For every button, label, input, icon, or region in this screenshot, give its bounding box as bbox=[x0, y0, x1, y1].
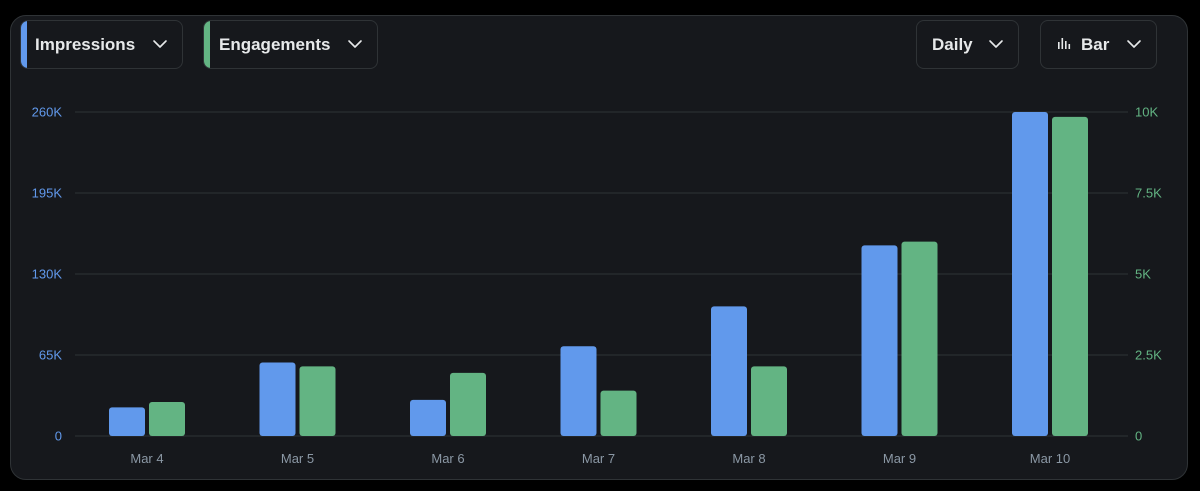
engagements-bar[interactable] bbox=[751, 366, 787, 436]
x-tick-label: Mar 6 bbox=[431, 451, 464, 466]
bar-chart-icon bbox=[1057, 35, 1071, 55]
chart-card bbox=[10, 15, 1188, 480]
x-tick-label: Mar 10 bbox=[1030, 451, 1070, 466]
impressions-bar[interactable] bbox=[109, 407, 145, 436]
x-tick-label: Mar 5 bbox=[281, 451, 314, 466]
grid-lines bbox=[75, 111, 1128, 437]
y-left-tick-label: 65K bbox=[39, 348, 62, 363]
engagements-bar[interactable] bbox=[149, 401, 185, 436]
chevron-down-icon bbox=[988, 36, 1004, 57]
y-left-tick-label: 195K bbox=[32, 186, 63, 201]
y-right-tick-label: 10K bbox=[1135, 105, 1158, 120]
impressions-metric-dropdown[interactable]: Impressions bbox=[20, 20, 183, 69]
engagements-bar[interactable] bbox=[600, 390, 637, 436]
y-right-tick-label: 5K bbox=[1135, 267, 1151, 282]
engagements-color-indicator bbox=[204, 21, 210, 68]
chevron-down-icon bbox=[1126, 36, 1142, 57]
impressions-bar[interactable] bbox=[711, 306, 747, 436]
chart-type-dropdown-label: Bar bbox=[1081, 34, 1110, 54]
chevron-down-icon bbox=[347, 36, 363, 57]
interval-dropdown[interactable]: Daily bbox=[916, 20, 1019, 69]
y-left-tick-label: 130K bbox=[32, 267, 63, 282]
engagements-bar[interactable] bbox=[901, 241, 938, 436]
y-left-tick-label: 0 bbox=[55, 429, 62, 444]
impressions-bar[interactable] bbox=[560, 346, 597, 436]
impressions-bar[interactable] bbox=[1012, 112, 1048, 436]
engagements-bar[interactable] bbox=[1052, 116, 1088, 437]
x-tick-label: Mar 4 bbox=[130, 451, 163, 466]
y-right-tick-label: 2.5K bbox=[1135, 348, 1162, 363]
x-tick-label: Mar 8 bbox=[732, 451, 765, 466]
engagements-metric-dropdown[interactable]: Engagements bbox=[203, 20, 378, 69]
axis-labels: 0 0 65K 2.5K 130K 5K 195K 7.5K 260K 10K Mar 4 Mar 5… bbox=[32, 105, 1162, 467]
impressions-dropdown-label: Impressions bbox=[35, 34, 136, 54]
x-tick-label: Mar 7 bbox=[582, 451, 615, 466]
chart-type-dropdown[interactable]: Bar bbox=[1040, 20, 1157, 69]
engagements-dropdown-label: Engagements bbox=[219, 34, 331, 54]
impressions-bar[interactable] bbox=[861, 245, 898, 436]
interval-dropdown-label: Daily bbox=[932, 34, 973, 54]
impressions-color-indicator bbox=[21, 21, 27, 68]
engagements-bar[interactable] bbox=[450, 372, 486, 436]
chevron-down-icon bbox=[152, 36, 168, 57]
bars bbox=[109, 112, 1088, 437]
y-left-tick-label: 260K bbox=[32, 105, 63, 120]
impressions-bar[interactable] bbox=[259, 362, 296, 436]
x-tick-label: Mar 9 bbox=[883, 451, 916, 466]
y-right-tick-label: 0 bbox=[1135, 429, 1142, 444]
engagements-bar[interactable] bbox=[299, 366, 336, 436]
y-right-tick-label: 7.5K bbox=[1135, 186, 1162, 201]
impressions-bar[interactable] bbox=[410, 399, 446, 436]
